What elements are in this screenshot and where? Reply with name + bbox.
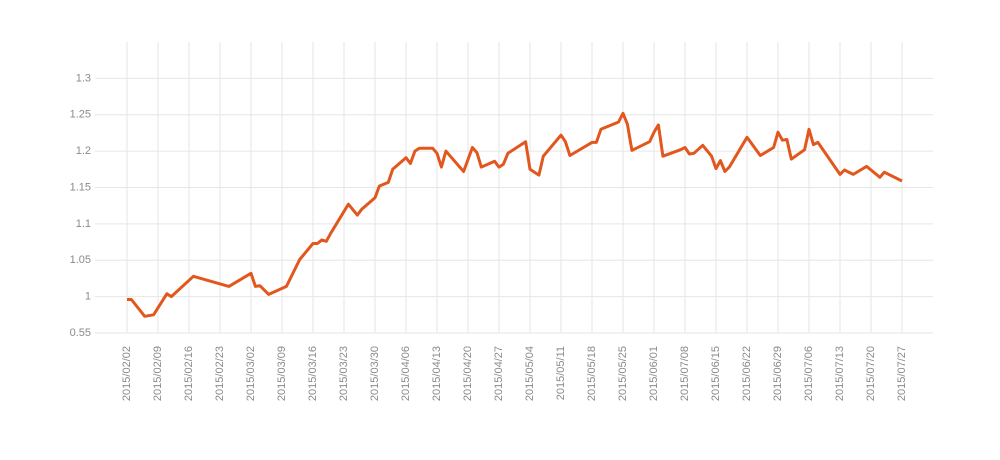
x-tick-label: 2015/03/30 [369, 346, 381, 401]
x-tick-label: 2015/02/02 [121, 346, 133, 401]
line-series [127, 111, 903, 318]
x-tick-label: 2015/06/15 [710, 346, 722, 401]
x-tick-label: 2015/02/16 [183, 346, 195, 401]
x-tick-label: 2015/06/29 [772, 346, 784, 401]
x-tick-label: 2015/04/13 [431, 346, 443, 401]
x-tick-label: 2015/03/23 [338, 346, 350, 401]
x-tick-label: 2015/07/13 [834, 346, 846, 401]
x-tick-label: 2015/06/22 [741, 346, 753, 401]
x-tick-label: 2015/07/08 [679, 346, 691, 401]
x-tick-label: 2015/07/20 [865, 346, 877, 401]
x-tick-label: 2015/03/09 [276, 346, 288, 401]
x-tick-label: 2015/03/02 [245, 346, 257, 401]
x-tick-label: 2015/06/01 [648, 346, 660, 401]
x-tick-label: 2015/02/09 [152, 346, 164, 401]
x-tick-label: 2015/04/27 [493, 346, 505, 401]
x-tick-label: 2015/05/18 [586, 346, 598, 401]
x-tick-label: 2015/07/27 [896, 346, 908, 401]
y-tick-label: 0.55 [70, 327, 91, 339]
x-tick-label: 2015/03/16 [307, 346, 319, 401]
y-tick-label: 1.05 [70, 254, 91, 266]
y-tick-label: 1.1 [76, 218, 91, 230]
x-tick-label: 2015/05/25 [617, 346, 629, 401]
y-tick-label: 1 [85, 291, 91, 303]
y-tick-label: 1.25 [70, 109, 91, 121]
y-tick-label: 1.3 [76, 72, 91, 84]
x-tick-label: 2015/07/06 [803, 346, 815, 401]
y-tick-label: 1.15 [70, 181, 91, 193]
x-tick-label: 2015/05/11 [555, 346, 567, 400]
x-tick-label: 2015/02/23 [214, 346, 226, 401]
y-tick-label: 1.2 [76, 145, 91, 157]
x-tick-label: 2015/05/04 [524, 346, 536, 401]
x-tick-label: 2015/04/06 [400, 346, 412, 401]
x-tick-label: 2015/04/20 [462, 346, 474, 401]
